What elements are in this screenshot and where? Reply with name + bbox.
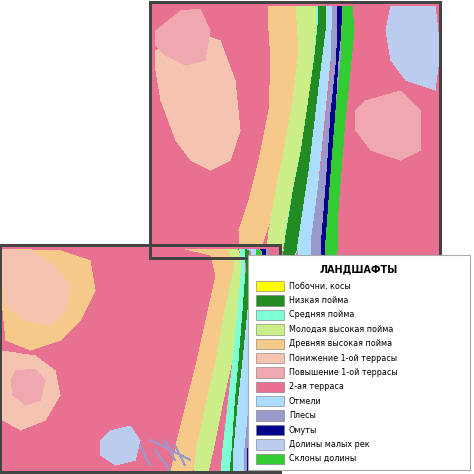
Bar [256,324,284,335]
Bar [256,439,284,450]
Text: Древняя высокая пойма: Древняя высокая пойма [289,339,392,348]
Text: ЛАНДШАФТЫ: ЛАНДШАФТЫ [320,264,398,274]
Text: Низкая пойма: Низкая пойма [289,296,348,305]
Bar [256,338,284,349]
Text: Отмели: Отмели [289,397,322,406]
Bar [256,281,284,292]
Bar [256,353,284,363]
Bar [256,396,284,406]
Text: Повышение 1-ой террасы: Повышение 1-ой террасы [289,368,398,377]
Bar [256,410,284,421]
Bar [256,310,284,320]
Text: 2-ая терраса: 2-ая терраса [289,383,344,392]
Text: Побочни, косы: Побочни, косы [289,282,351,291]
Bar [256,367,284,378]
Text: Долины малых рек: Долины малых рек [289,440,370,449]
Text: Понижение 1-ой террасы: Понижение 1-ой террасы [289,354,397,363]
Bar [248,255,470,470]
Bar [256,425,284,435]
Bar [256,454,284,464]
Text: Омуты: Омуты [289,426,318,435]
Bar [256,382,284,392]
Text: Молодая высокая пойма: Молодая высокая пойма [289,325,393,334]
Text: Плесы: Плесы [289,411,316,420]
Text: Средняя пойма: Средняя пойма [289,310,355,319]
Text: Склоны долины: Склоны долины [289,454,356,463]
Bar [256,295,284,306]
